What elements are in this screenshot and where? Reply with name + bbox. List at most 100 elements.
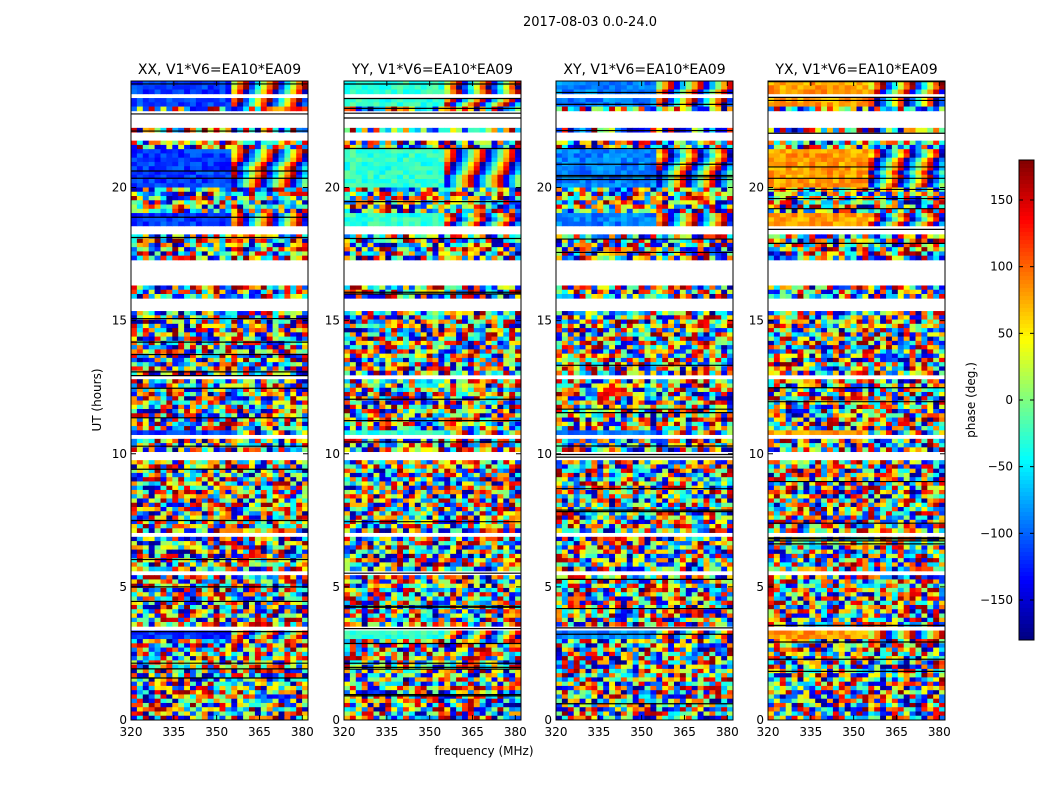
heatmap-cell (509, 183, 516, 188)
heatmap-cell (272, 400, 279, 406)
heatmap-cell (408, 98, 416, 103)
heatmap-cell (296, 396, 303, 401)
heatmap-cell (414, 81, 422, 86)
heatmap-cell (260, 340, 268, 346)
heatmap-cell (219, 242, 226, 248)
heatmap-cell (296, 694, 303, 700)
heatmap-cell (190, 558, 197, 563)
heatmap-cell (184, 247, 191, 252)
heatmap-cell (260, 553, 268, 559)
heatmap-cell (231, 217, 238, 222)
heatmap-cell (172, 604, 179, 610)
heatmap-cell (243, 234, 250, 240)
heatmap-cell (260, 166, 268, 171)
heatmap-cell (479, 315, 486, 320)
heatmap-cell (456, 149, 463, 154)
heatmap-cell (184, 89, 191, 95)
heatmap-cell (272, 196, 279, 201)
heatmap-cell (154, 285, 161, 291)
heatmap-cell (260, 387, 268, 393)
heatmap-cell (172, 515, 179, 521)
heatmap-cell (344, 196, 351, 201)
heatmap-cell (420, 140, 427, 146)
heatmap-cell (142, 328, 150, 333)
heatmap-cell (349, 251, 357, 257)
heatmap-cell (249, 489, 256, 495)
heatmap-cell (355, 217, 363, 222)
heatmap-cell (195, 545, 203, 550)
heatmap-cell (278, 524, 285, 529)
heatmap-cell (154, 438, 161, 444)
heatmap-cell (225, 383, 232, 389)
heatmap-cell (414, 221, 422, 227)
heatmap-cell (154, 238, 161, 244)
heatmap-cell (207, 468, 214, 474)
heatmap-cell (131, 413, 138, 418)
heatmap-cell (260, 187, 268, 193)
heatmap-cell (178, 204, 185, 210)
heatmap-cell (473, 149, 481, 154)
heatmap-cell (278, 668, 285, 674)
heatmap-cell (166, 651, 173, 657)
heatmap-cell (166, 200, 173, 205)
heatmap-cell (142, 396, 150, 401)
heatmap-cell (379, 140, 386, 146)
heatmap-cell (367, 183, 374, 188)
heatmap-cell (408, 213, 416, 218)
heatmap-cell (290, 102, 297, 107)
heatmap-cell (154, 558, 161, 563)
heatmap-cell (302, 498, 309, 504)
heatmap-cell (349, 255, 357, 261)
heatmap-cell (344, 247, 351, 252)
heatmap-cell (503, 170, 510, 176)
heatmap-cell (249, 404, 256, 410)
heatmap-cell (290, 643, 297, 648)
heatmap-cell (503, 81, 510, 86)
heatmap-cell (225, 234, 232, 240)
heatmap-cell (142, 294, 150, 299)
heatmap-cell (225, 400, 232, 406)
heatmap-cell (160, 690, 167, 695)
heatmap-cell (249, 285, 256, 291)
heatmap-cell (302, 323, 309, 329)
heatmap-cell (184, 251, 191, 257)
heatmap-cell (201, 549, 209, 555)
heatmap-cell (178, 592, 185, 597)
heatmap-cell (201, 677, 209, 683)
heatmap-cell (284, 191, 291, 197)
heatmap-cell (243, 643, 250, 648)
heatmap-cell (284, 485, 291, 491)
heatmap-cell (485, 127, 492, 133)
heatmap-cell (213, 187, 220, 193)
heatmap-cell (160, 711, 167, 717)
heatmap-cell (272, 106, 279, 112)
heatmap-cell (213, 604, 220, 610)
heatmap-cell (172, 85, 179, 90)
heatmap-cell (207, 166, 214, 171)
heatmap-cell (166, 353, 173, 359)
heatmap-cell (131, 153, 138, 159)
heatmap-cell (444, 200, 451, 205)
heatmap-cell (266, 366, 273, 372)
heatmap-cell (131, 170, 138, 176)
heatmap-cell (497, 200, 504, 205)
heatmap-cell (166, 178, 173, 184)
heatmap-cell (355, 153, 363, 159)
heatmap-cell (190, 460, 197, 465)
heatmap-cell (136, 170, 144, 176)
heatmap-cell (266, 630, 273, 636)
heatmap-cell (195, 673, 203, 678)
heatmap-cell (296, 668, 303, 674)
heatmap-cell (213, 575, 220, 580)
heatmap-cell (391, 98, 398, 103)
heatmap-cell (142, 519, 150, 525)
heatmap-cell (254, 438, 262, 444)
heatmap-cell (485, 144, 492, 150)
heatmap-cell (243, 668, 250, 674)
heatmap-cell (131, 651, 138, 657)
heatmap-cell (450, 157, 457, 163)
heatmap-cell (148, 204, 155, 210)
heatmap-cell (213, 413, 220, 418)
heatmap-cell (254, 507, 262, 512)
heatmap-cell (178, 443, 185, 448)
